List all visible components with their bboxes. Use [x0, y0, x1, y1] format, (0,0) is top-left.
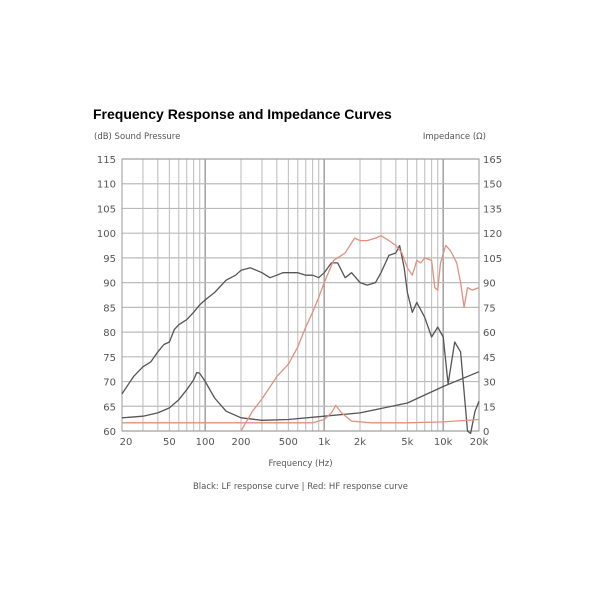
y2-tick-label: 165: [483, 155, 502, 166]
x-tick-label: 2k: [354, 437, 366, 448]
x-tick-label: 1k: [318, 437, 330, 448]
y2-tick-label: 30: [483, 378, 496, 389]
y2-tick-label: 135: [483, 204, 502, 215]
y2-tick-label: 120: [483, 229, 502, 240]
y2-tick-label: 15: [483, 402, 496, 413]
series-line-hf-spl: [240, 235, 480, 432]
x-tick-label: 50: [163, 437, 176, 448]
y2-tick-label: 0: [483, 427, 489, 438]
series-line-lf-impedance: [121, 371, 480, 421]
y2-tick-label: 60: [483, 328, 496, 339]
series-line-hf-impedance: [122, 404, 480, 424]
x-tick-label: 20: [120, 437, 133, 448]
x-tick-label: 200: [231, 437, 250, 448]
y-tick-label: 65: [103, 402, 116, 413]
x-tick-label: 5k: [401, 437, 413, 448]
x-tick-label: 10k: [434, 437, 453, 448]
y2-tick-label: 105: [483, 254, 502, 265]
y-tick-label: 85: [103, 303, 116, 314]
y2-tick-label: 75: [483, 303, 496, 314]
y2-tick-label: 150: [483, 180, 502, 191]
y-tick-label: 60: [103, 427, 116, 438]
y-tick-label: 110: [97, 180, 116, 191]
series-line-lf-spl: [121, 244, 480, 435]
y-tick-label: 100: [97, 229, 116, 240]
y-tick-label: 95: [103, 254, 116, 265]
y-tick-label: 80: [103, 328, 116, 339]
chart-caption: Black: LF response curve | Red: HF respo…: [193, 482, 408, 492]
y2-tick-label: 45: [483, 353, 496, 364]
x-tick-label: 500: [279, 437, 298, 448]
y-tick-label: 70: [103, 378, 116, 389]
x-axis-label: Frequency (Hz): [268, 459, 332, 469]
y-tick-label: 105: [97, 204, 116, 215]
chart-title: Frequency Response and Impedance Curves: [93, 106, 392, 122]
y2-axis-label: Impedance (Ω): [423, 132, 486, 142]
y-axis-label: (dB) Sound Pressure: [94, 132, 180, 142]
plot-frame: [121, 158, 480, 432]
y-tick-label: 90: [103, 279, 116, 290]
y2-tick-label: 90: [483, 279, 496, 290]
y-tick-label: 75: [103, 353, 116, 364]
x-tick-label: 100: [196, 437, 215, 448]
x-tick-label: 20k: [470, 437, 489, 448]
y-tick-label: 115: [97, 155, 116, 166]
